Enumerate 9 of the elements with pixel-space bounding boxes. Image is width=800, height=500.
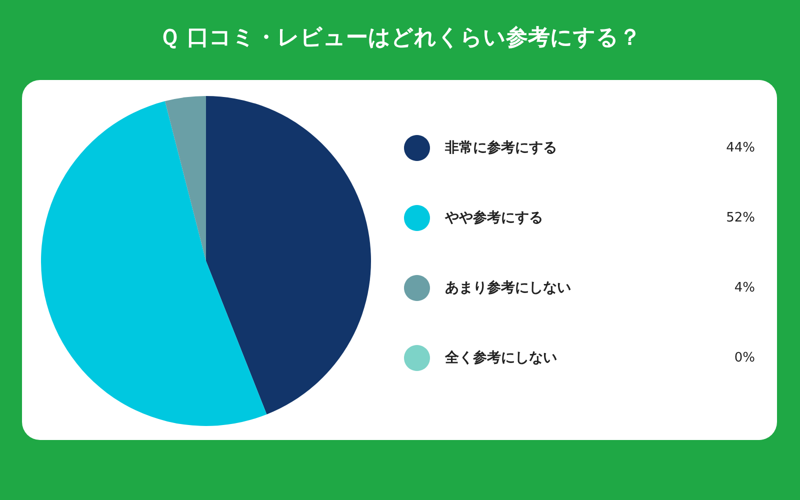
legend-label: 全く参考にしない [444, 349, 557, 366]
data-label: 4% [734, 280, 755, 296]
data-label: 52% [726, 210, 755, 226]
legend-label: 非常に参考にする [444, 139, 557, 156]
text: 0% [734, 350, 755, 366]
legend-label: あまり参考にしない [445, 279, 571, 296]
chart-title: Ｑ 口コミ・レビューはどれくらい参考にする？ [159, 26, 641, 50]
data-label: 44% [726, 140, 755, 156]
legend-label: やや参考にする [444, 209, 543, 226]
